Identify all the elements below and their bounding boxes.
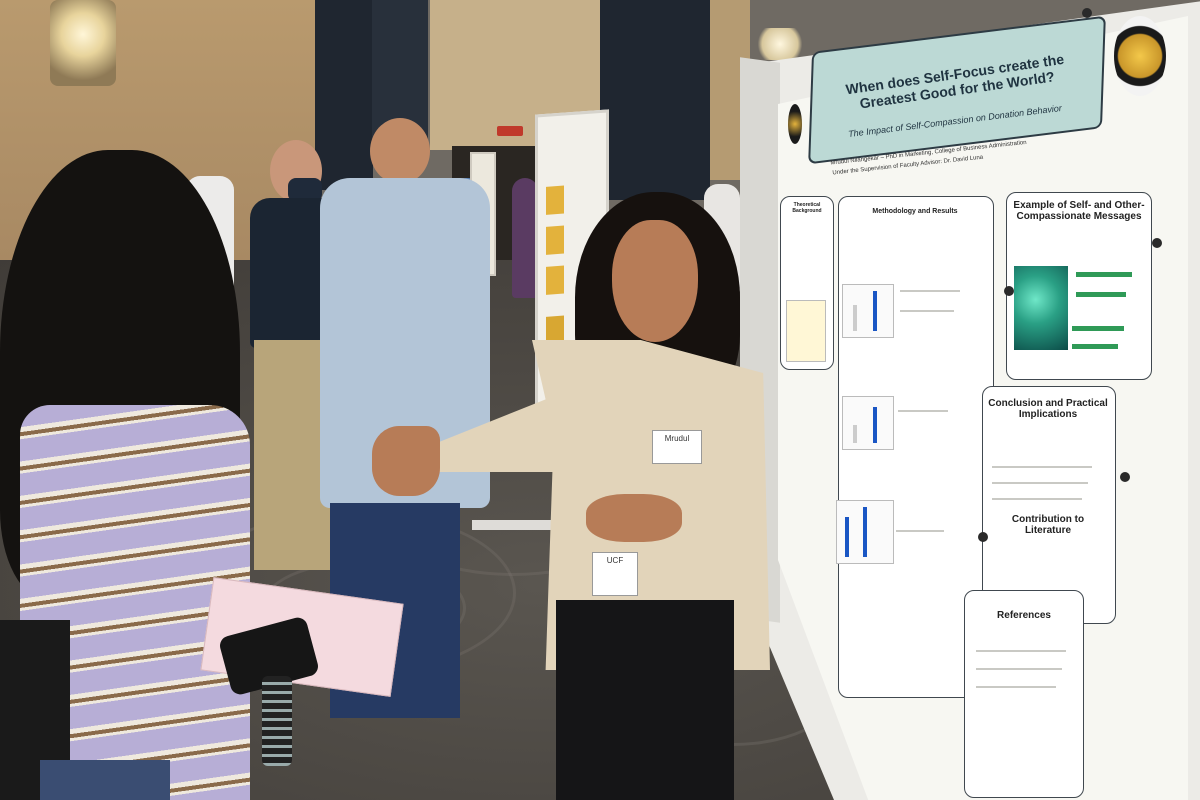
board-stand-base: [472, 520, 562, 530]
dark-pillar: [600, 0, 710, 200]
exit-sign: [497, 126, 523, 136]
presenter-left-hand: [372, 426, 440, 496]
wall-sconce-lamp: [50, 0, 116, 86]
attendee-background: [512, 178, 538, 298]
dark-pillar: [315, 0, 373, 190]
poster-bar-chart: [842, 396, 894, 450]
section-heading-contribution: Contribution to Literature: [1011, 514, 1085, 536]
board-pin: [1004, 286, 1014, 296]
section-heading-theoretical: Theoretical Background: [792, 202, 822, 214]
poster-section-conclusion: [982, 386, 1116, 624]
section-heading-conclusion: Conclusion and Practical Implications: [988, 398, 1108, 420]
keychain: [262, 676, 292, 766]
name-tag: Mrudul: [652, 430, 702, 464]
wall-sconce-lamp: [755, 28, 805, 60]
presenter-right-hand: [586, 494, 682, 542]
viewer-jeans: [40, 760, 170, 800]
lanyard-badge: UCF: [592, 552, 638, 596]
board-pin: [978, 532, 988, 542]
board-pin: [1082, 8, 1092, 18]
poster-bar-chart: [842, 284, 894, 338]
section-heading-examples: Example of Self- and Other-Compassionate…: [1013, 200, 1145, 222]
university-seal-small-logo: [788, 104, 802, 144]
university-seal-logo: [1114, 16, 1166, 96]
section-heading-methods: Methodology and Results: [872, 208, 958, 215]
section-heading-references: References: [997, 610, 1051, 621]
lanyard-badge-text: UCF: [606, 556, 624, 565]
poster-section-references: [964, 590, 1084, 798]
poster-bar-chart: [836, 500, 894, 564]
board-pin: [1152, 238, 1162, 248]
board-pin: [1120, 472, 1130, 482]
presenter-black-pants: [556, 600, 734, 800]
name-tag-text: Mrudul: [664, 434, 690, 443]
poster-green-image: [1014, 266, 1068, 350]
poster-figure-small: [786, 300, 826, 362]
attendee-man-blue-jacket: [310, 118, 510, 718]
presenter-face: [612, 220, 698, 342]
